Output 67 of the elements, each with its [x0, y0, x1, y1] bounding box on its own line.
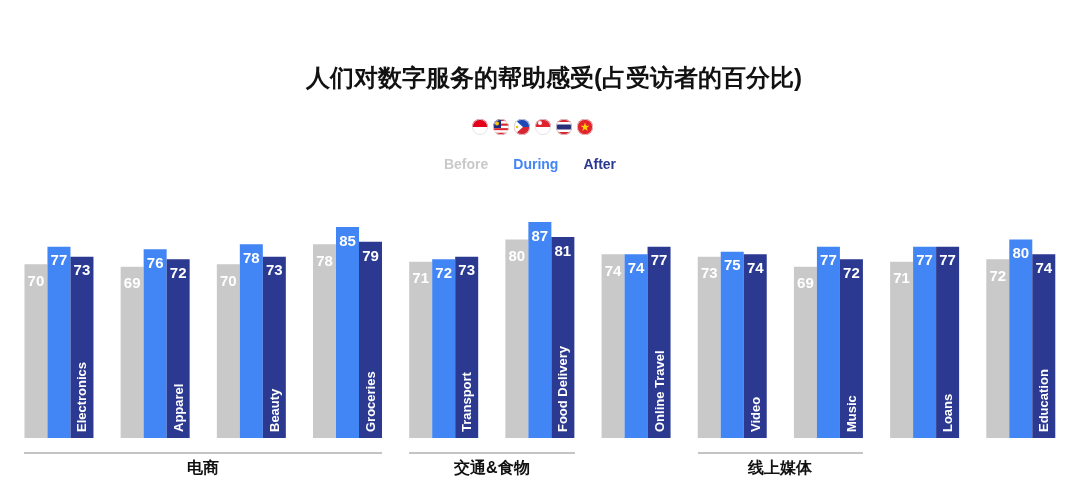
- data-label: 78: [242, 248, 260, 266]
- bar: [313, 244, 337, 438]
- data-label: 72: [843, 263, 860, 281]
- text: After: [583, 156, 617, 172]
- bar: [432, 259, 456, 438]
- bar: [839, 259, 863, 438]
- data-label: 80: [1012, 244, 1030, 262]
- bar: [143, 249, 167, 438]
- x-tick-label: Food Delivery: [555, 345, 571, 432]
- data-label: 77: [50, 251, 68, 269]
- data-label: 79: [362, 246, 379, 264]
- bar: [601, 254, 625, 438]
- data-label: 87: [531, 226, 549, 244]
- bar: [697, 256, 721, 438]
- bar: [120, 266, 144, 438]
- bar: [216, 264, 240, 438]
- data-label: 77: [650, 251, 668, 269]
- bar: [743, 254, 767, 438]
- bar: [359, 241, 383, 438]
- data-label: 73: [458, 261, 476, 279]
- bar: [505, 239, 529, 438]
- x-tick-label: Video: [747, 396, 763, 432]
- bar: [336, 226, 360, 438]
- x-tick-label: Beauty: [266, 387, 282, 432]
- bar: [409, 261, 433, 438]
- data-label: 72: [169, 263, 187, 281]
- x-tick-label: Electronics: [74, 361, 90, 432]
- bar: [47, 246, 71, 438]
- data-label: 74: [627, 258, 646, 276]
- data-label: 77: [939, 251, 956, 269]
- bar: [24, 264, 48, 438]
- data-label: 75: [723, 256, 741, 274]
- data-label: 72: [435, 263, 453, 281]
- text: 线上媒体: [747, 458, 814, 478]
- bar: [166, 259, 190, 438]
- bar: [262, 256, 286, 438]
- data-label: 74: [746, 258, 765, 276]
- bar: [793, 266, 817, 438]
- text: 电商: [186, 458, 221, 478]
- data-label: 73: [265, 261, 283, 279]
- x-tick-label: Education: [1036, 369, 1052, 432]
- bar: [528, 222, 552, 438]
- data-label: 74: [1035, 258, 1053, 276]
- data-label: 81: [554, 241, 572, 259]
- data-label: 77: [820, 251, 837, 269]
- x-tick-label: Apparel: [170, 383, 186, 432]
- text: 交通&食物: [453, 458, 531, 478]
- data-label: 85: [339, 231, 356, 249]
- x-tick-label: Loans: [940, 393, 956, 432]
- bar: [913, 246, 937, 438]
- data-label: 73: [73, 261, 91, 279]
- chart-title: 人们对数字服务的帮助感受(占受访者的百分比): [305, 63, 803, 93]
- x-tick-label: Online Travel: [651, 350, 667, 432]
- x-tick-label: Groceries: [363, 371, 379, 432]
- x-tick-label: Transport: [459, 371, 475, 432]
- data-label: 77: [916, 251, 933, 269]
- bar: [624, 254, 648, 438]
- x-tick-label: Music: [843, 395, 859, 432]
- data-label: 76: [146, 253, 164, 271]
- bar: [890, 261, 914, 438]
- bar: [1009, 239, 1033, 438]
- bar: [720, 251, 744, 438]
- bar: [816, 246, 840, 438]
- bar: [986, 259, 1010, 438]
- bar: [936, 246, 960, 438]
- text: During: [513, 156, 559, 172]
- bar: [239, 244, 263, 438]
